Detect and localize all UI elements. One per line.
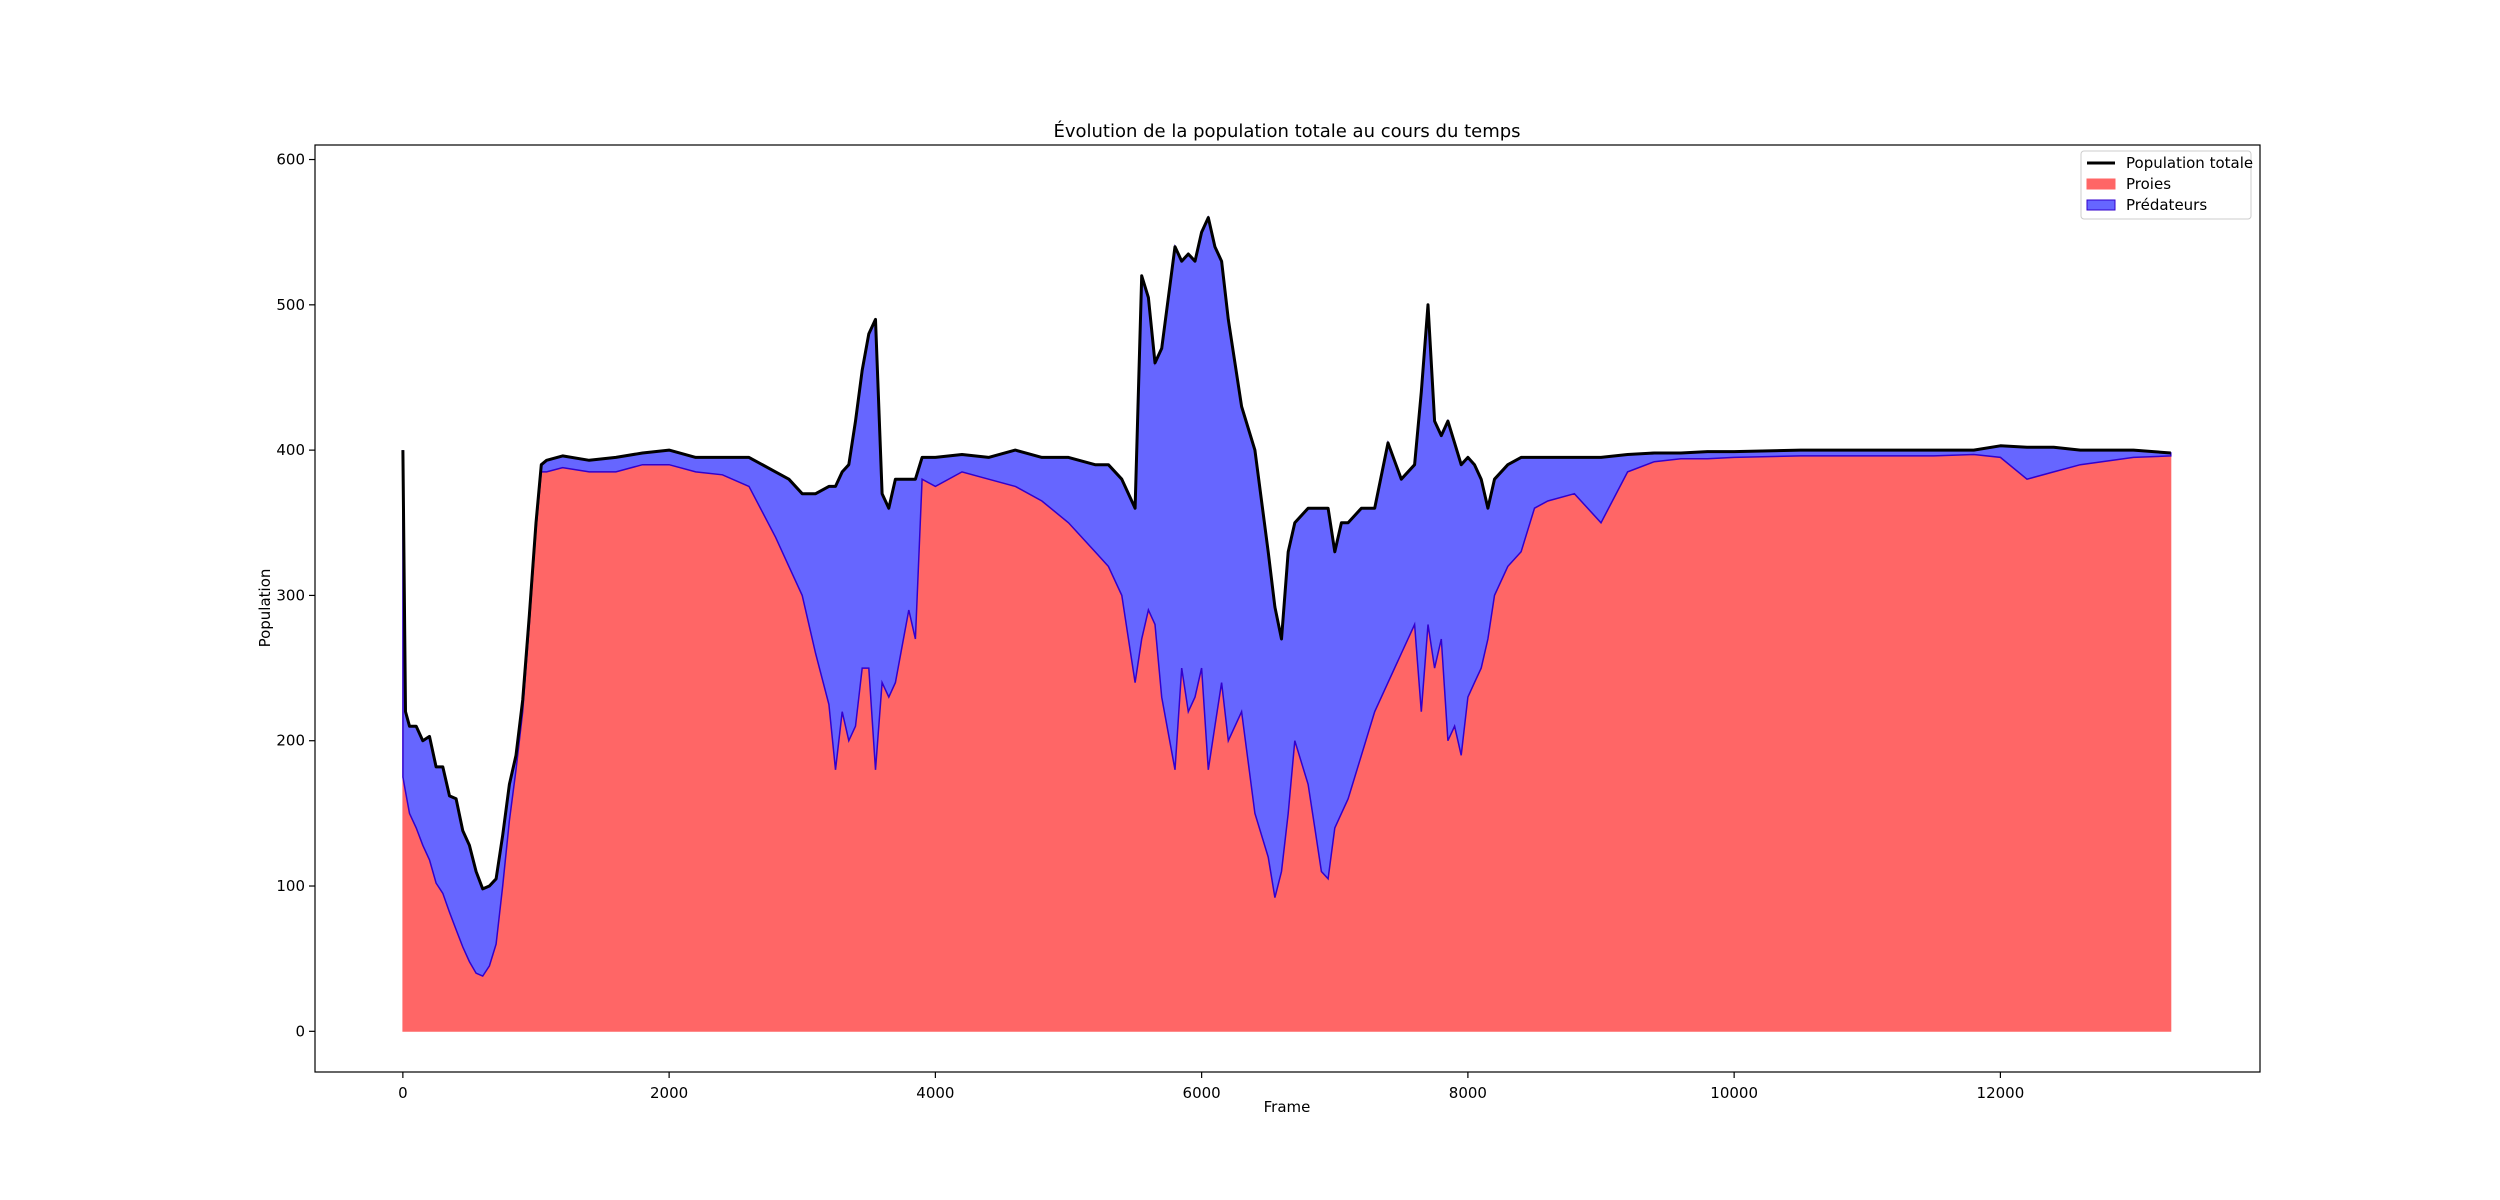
- x-tick-label: 6000: [1183, 1084, 1221, 1102]
- axes-frame: [314, 144, 2261, 1073]
- y-axis-label: Population: [256, 569, 274, 648]
- x-tick-label: 2000: [650, 1084, 688, 1102]
- legend-swatch-predator: [2086, 199, 2116, 211]
- plot-area: [401, 215, 2172, 1032]
- y-tick-label: 0: [295, 1022, 305, 1040]
- legend-label-prey: Proies: [2126, 175, 2171, 193]
- x-tick-label: 12000: [1977, 1084, 2025, 1102]
- x-axis: 0 2000 4000 6000 8000 10000 12000: [398, 1072, 2024, 1102]
- y-tick-label: 500: [276, 296, 305, 314]
- x-tick-label: 10000: [1710, 1084, 1758, 1102]
- total-population-line: [401, 216, 2171, 891]
- y-tick-label: 100: [276, 877, 305, 895]
- legend: Population totale Proies Prédateurs: [2080, 150, 2253, 220]
- y-tick-label: 400: [276, 441, 305, 459]
- chart-title: Évolution de la population totale au cou…: [1053, 120, 1520, 142]
- legend-swatch-prey: [2086, 178, 2116, 190]
- x-tick-label: 4000: [916, 1084, 954, 1102]
- legend-box: [2080, 150, 2252, 220]
- y-tick-label: 200: [276, 732, 305, 750]
- x-tick-label: 0: [398, 1084, 408, 1102]
- x-tick-label: 8000: [1449, 1084, 1487, 1102]
- y-tick-label: 600: [276, 151, 305, 169]
- x-axis-label: Frame: [1264, 1098, 1311, 1116]
- y-tick-label: 300: [276, 586, 305, 604]
- legend-label-total: Population totale: [2126, 154, 2253, 172]
- y-axis: 0 100 200 300 400 500 600: [276, 151, 315, 1040]
- legend-label-predator: Prédateurs: [2126, 196, 2207, 214]
